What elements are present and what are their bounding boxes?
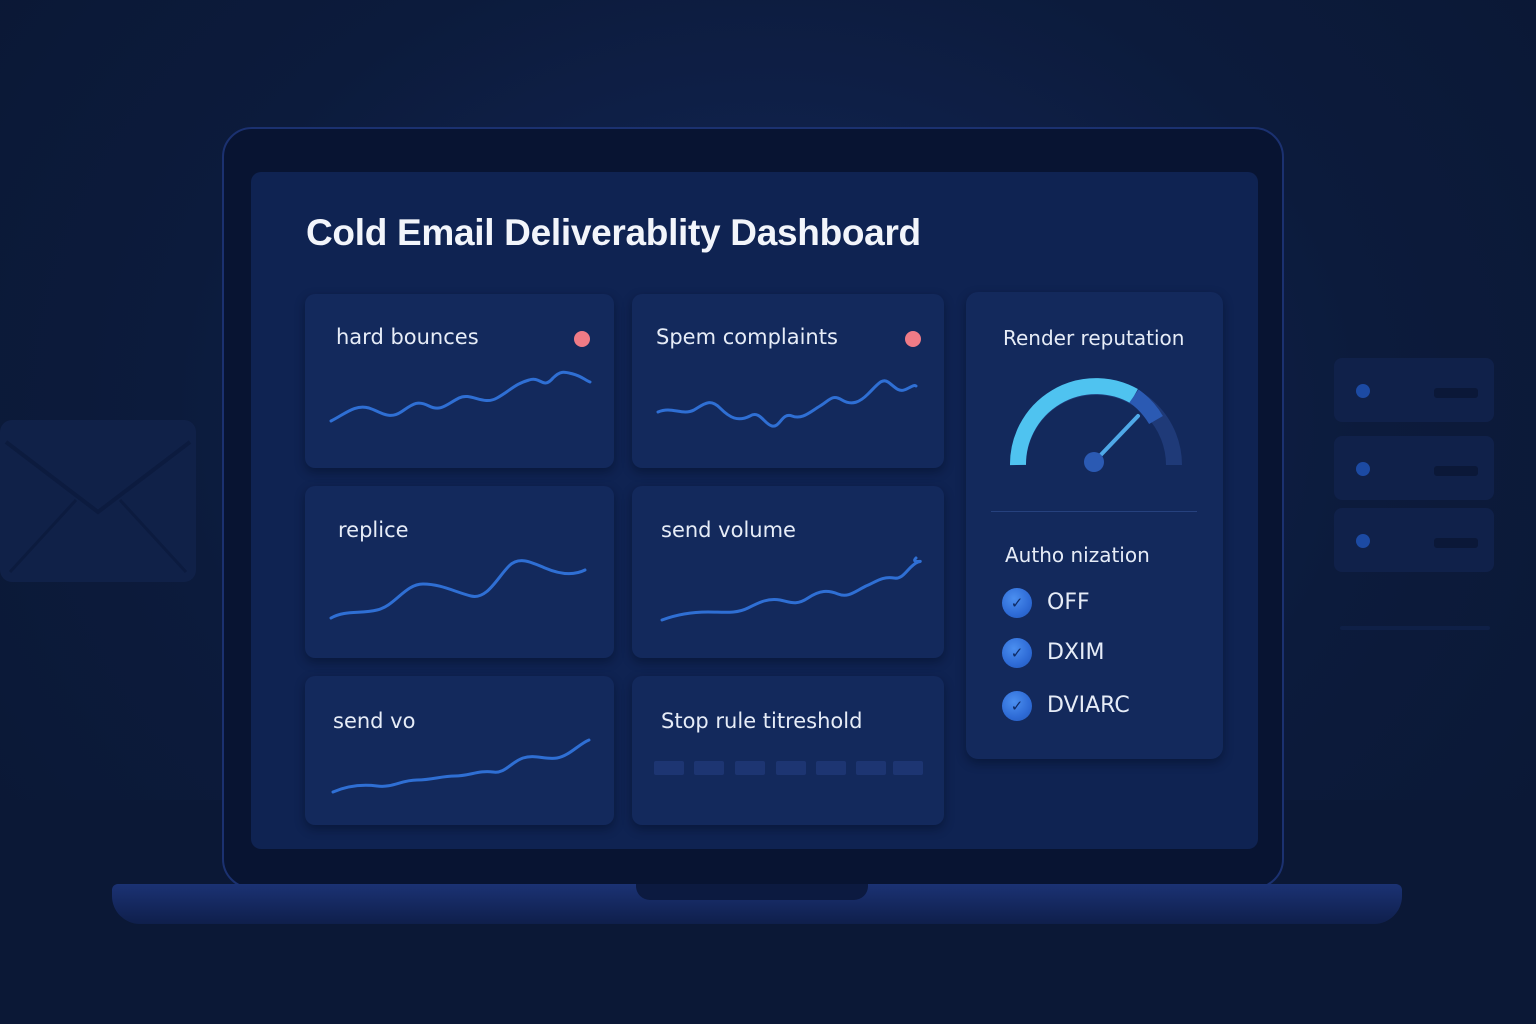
authorization-title: Autho nization <box>1005 543 1150 567</box>
page-title: Cold Email Deliverablity Dashboard <box>306 212 921 253</box>
sparkline <box>329 559 587 620</box>
server-slot <box>1434 388 1478 398</box>
threshold-segment <box>816 761 846 775</box>
auth-label: OFF <box>1047 590 1090 615</box>
auth-item-dmarc: ✓ DVIARC <box>1002 691 1202 725</box>
card-send-volume[interactable]: send volume <box>632 486 944 658</box>
alert-dot <box>574 331 590 347</box>
card-label: send volume <box>661 518 796 542</box>
server-led <box>1356 462 1370 476</box>
server-slot <box>1434 538 1478 548</box>
auth-label: DVIARC <box>1047 693 1130 718</box>
reputation-gauge <box>1009 378 1182 472</box>
check-icon: ✓ <box>1002 691 1032 721</box>
card-label: hard bounces <box>336 325 479 349</box>
card-hard-bounces[interactable]: hard bounces <box>305 294 614 468</box>
server-cable <box>1340 626 1490 630</box>
threshold-segment <box>776 761 806 775</box>
card-stop-rule-threshold[interactable]: Stop rule titreshold <box>632 676 944 825</box>
divider <box>991 511 1197 512</box>
sparkline <box>331 738 591 794</box>
server-unit <box>1334 358 1494 422</box>
gauge-needle <box>1092 414 1140 464</box>
threshold-segment <box>694 761 724 775</box>
server-slot <box>1434 466 1478 476</box>
reputation-title: Render reputation <box>1003 326 1185 350</box>
alert-dot <box>905 331 921 347</box>
reputation-panel: Render reputation Autho nization ✓ OFF ✓… <box>966 292 1223 759</box>
card-replies[interactable]: replice <box>305 486 614 658</box>
sparkline <box>656 379 918 428</box>
auth-item-spf: ✓ OFF <box>1002 588 1202 622</box>
card-label: Spem complaints <box>656 325 838 349</box>
server-led <box>1356 534 1370 548</box>
envelope-icon <box>0 420 196 582</box>
card-send-volume-compact[interactable]: send vo <box>305 676 614 825</box>
card-label: send vo <box>333 709 416 733</box>
server-icon <box>1334 358 1494 578</box>
threshold-segment <box>893 761 923 775</box>
threshold-segment <box>856 761 886 775</box>
check-icon: ✓ <box>1002 588 1032 618</box>
auth-item-dkim: ✓ DXIM <box>1002 638 1202 672</box>
sparkline <box>329 370 592 423</box>
laptop-notch <box>636 884 868 900</box>
server-unit <box>1334 508 1494 572</box>
threshold-segment <box>654 761 684 775</box>
card-label: Stop rule titreshold <box>661 709 863 733</box>
server-unit <box>1334 436 1494 500</box>
check-icon: ✓ <box>1002 638 1032 668</box>
gauge-hub <box>1084 452 1104 472</box>
sparkline <box>660 556 922 622</box>
server-led <box>1356 384 1370 398</box>
threshold-segment <box>735 761 765 775</box>
auth-label: DXIM <box>1047 640 1105 665</box>
card-spam-complaints[interactable]: Spem complaints <box>632 294 944 468</box>
card-label: replice <box>338 518 409 542</box>
